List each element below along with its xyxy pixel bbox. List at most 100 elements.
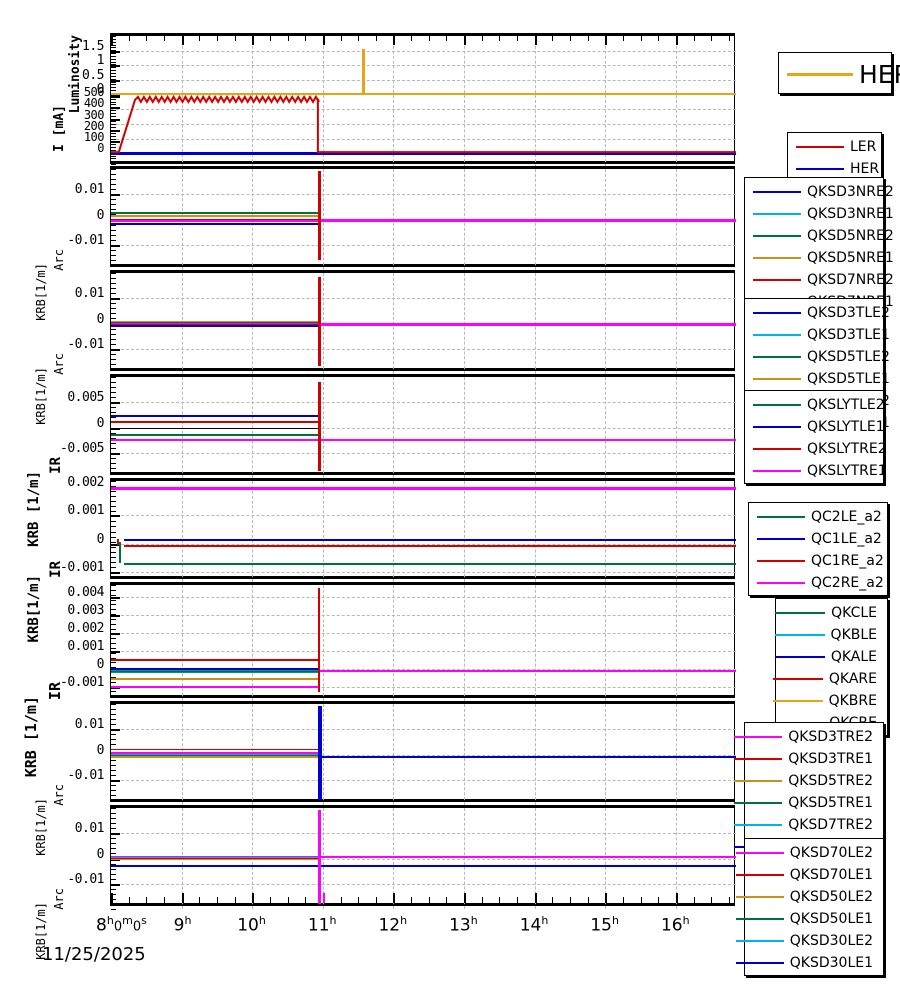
- x-axis-minor-tick: [234, 897, 236, 903]
- data-series-spike: [119, 541, 122, 564]
- y-axis-minor-tick: [111, 638, 116, 640]
- y-axis-minor-tick: [111, 898, 116, 900]
- legend-entry[interactable]: QKSD30LE1: [735, 952, 883, 974]
- legend-label: QKSD5NRE2: [807, 228, 894, 244]
- x-axis-label-9: 9h: [173, 914, 192, 936]
- legend-label: QKBLE: [830, 627, 877, 643]
- legend-entry[interactable]: QKSD3TRE2: [734, 726, 883, 748]
- y-axis-minor-tick: [111, 288, 116, 290]
- data-series-line: [111, 667, 318, 670]
- legend-entry[interactable]: QKSD5NRE1: [745, 247, 894, 269]
- legend-entry[interactable]: QKSD70LE1: [735, 864, 883, 886]
- legend-entry[interactable]: HER: [788, 158, 881, 180]
- legend-entry[interactable]: QKSD30LE2: [735, 930, 883, 952]
- data-series-line: [111, 323, 736, 327]
- y-axis-minor-tick: [111, 794, 116, 796]
- x-axis-minor-tick: [128, 897, 130, 903]
- legend-entry[interactable]: QKSD7NRE2: [745, 269, 894, 291]
- data-series-line: [111, 219, 318, 221]
- y-axis-label: 0: [96, 531, 105, 547]
- data-series-line: [111, 857, 318, 860]
- legend-entry[interactable]: QKBRE: [772, 690, 887, 712]
- y-axis-minor-tick: [111, 883, 116, 885]
- y-axis-label: 0.01: [74, 821, 105, 837]
- y-axis-minor-tick: [111, 259, 116, 261]
- legend-entry[interactable]: QC2LE_a2: [749, 506, 887, 528]
- y-axis-minor-tick: [111, 457, 116, 459]
- legend-entry[interactable]: QKSD50LE2: [735, 886, 883, 908]
- y-axis-minor-tick: [111, 878, 116, 880]
- legend-entry[interactable]: QKBLE: [774, 624, 887, 646]
- x-axis-tick-top: [658, 36, 660, 41]
- y-axis-minor-tick: [111, 818, 116, 820]
- legend-beam-current: LER HER: [787, 132, 882, 182]
- x-axis-tick-top: [534, 36, 537, 45]
- legend-entry[interactable]: QKSD3NRE1: [745, 203, 894, 225]
- y-axis-minor-tick: [111, 64, 116, 66]
- data-series-line: [111, 487, 736, 491]
- x-axis-label-13: 13h: [449, 914, 478, 936]
- legend-entry[interactable]: QKSD3NRE2: [745, 181, 894, 203]
- legend-entry[interactable]: QKCLE: [775, 602, 887, 624]
- legend-entry[interactable]: QKSD3TLE2: [745, 302, 890, 324]
- legend-entry[interactable]: QKSD5TLE1: [745, 368, 890, 390]
- legend-entry[interactable]: LER: [788, 136, 881, 158]
- legend-entry[interactable]: QKSD70LE2: [735, 842, 883, 864]
- data-series-line: [111, 756, 318, 759]
- y-axis-minor-tick: [111, 121, 116, 123]
- legend-entry[interactable]: QKSD5TRE1: [734, 792, 883, 814]
- y-axis-minor-tick: [111, 75, 116, 77]
- legend-her-luminosity: HER: [778, 52, 900, 94]
- legend-entry[interactable]: QKSD3TLE1: [745, 324, 890, 346]
- axis-title-krb-6: KRB[1/m]: [34, 798, 48, 856]
- y-axis-minor-tick: [111, 179, 116, 181]
- y-axis-label-luminosity: 0.5: [82, 67, 104, 83]
- y-axis-minor-tick: [111, 749, 116, 751]
- legend-entry[interactable]: QKSD50LE1: [735, 908, 883, 930]
- legend-entry[interactable]: QKARE: [772, 668, 887, 690]
- y-axis-minor-tick: [111, 397, 116, 399]
- legend-entry[interactable]: QKSD7TRE2: [734, 814, 883, 836]
- x-axis-tick-top: [305, 36, 307, 41]
- legend-entry[interactable]: QKSLYTRE1: [745, 460, 887, 482]
- legend-color-swatch: [735, 874, 784, 876]
- y-axis-minor-tick: [111, 472, 116, 474]
- plot-panel-panel-krb-arc-3: [110, 701, 736, 806]
- gridline-vertical: [393, 704, 395, 805]
- legend-entry[interactable]: QKSLYTLE1: [745, 416, 885, 438]
- y-axis-minor-tick: [111, 623, 116, 625]
- legend-label: QKSD5TLE2: [807, 349, 890, 365]
- legend-entry[interactable]: QKSLYTRE2: [745, 438, 887, 460]
- legend-entry[interactable]: QKSD5NRE2: [745, 225, 894, 247]
- legend-entry[interactable]: HER: [779, 56, 900, 92]
- y-axis-minor-tick: [111, 78, 116, 80]
- y-axis-minor-tick: [111, 696, 116, 698]
- y-axis-minor-tick: [111, 273, 116, 274]
- y-axis-label-current: 100: [83, 129, 105, 144]
- legend-entry[interactable]: QKALE: [774, 646, 887, 668]
- y-axis-minor-tick: [111, 58, 116, 60]
- y-axis-minor-tick: [111, 44, 116, 46]
- legend-label: LER: [850, 139, 877, 155]
- y-axis-minor-tick: [111, 667, 116, 669]
- legend-entry[interactable]: QKSD5TRE2: [734, 770, 883, 792]
- y-axis-minor-tick: [111, 115, 116, 117]
- x-axis-minor-tick: [517, 897, 519, 903]
- x-axis-minor-tick: [428, 897, 430, 903]
- x-axis-minor-tick: [640, 897, 642, 903]
- legend-entry[interactable]: QKSD5TLE2: [745, 346, 890, 368]
- data-series-line: [111, 685, 318, 688]
- y-axis-minor-tick: [111, 853, 116, 855]
- legend-entry[interactable]: QKSLYTLE2: [745, 394, 885, 416]
- legend-entry[interactable]: QKSD3TRE1: [734, 748, 883, 770]
- x-axis-tick-top: [111, 36, 113, 45]
- legend-entry[interactable]: QC2RE_a2: [749, 572, 887, 594]
- axis-title-region-5: IR: [46, 682, 64, 701]
- x-axis-minor-tick: [199, 897, 201, 903]
- legend-qc-a2: QC2LE_a2 QC1LE_a2 QC1RE_a2 QC2RE_a2: [748, 502, 888, 596]
- y-axis-minor-tick: [111, 521, 116, 523]
- x-axis-minor-tick: [693, 897, 695, 903]
- legend-entry[interactable]: QC1LE_a2: [749, 528, 887, 550]
- legend-entry[interactable]: QC1RE_a2: [749, 550, 887, 572]
- legend-label: QKSD50LE2: [789, 889, 873, 905]
